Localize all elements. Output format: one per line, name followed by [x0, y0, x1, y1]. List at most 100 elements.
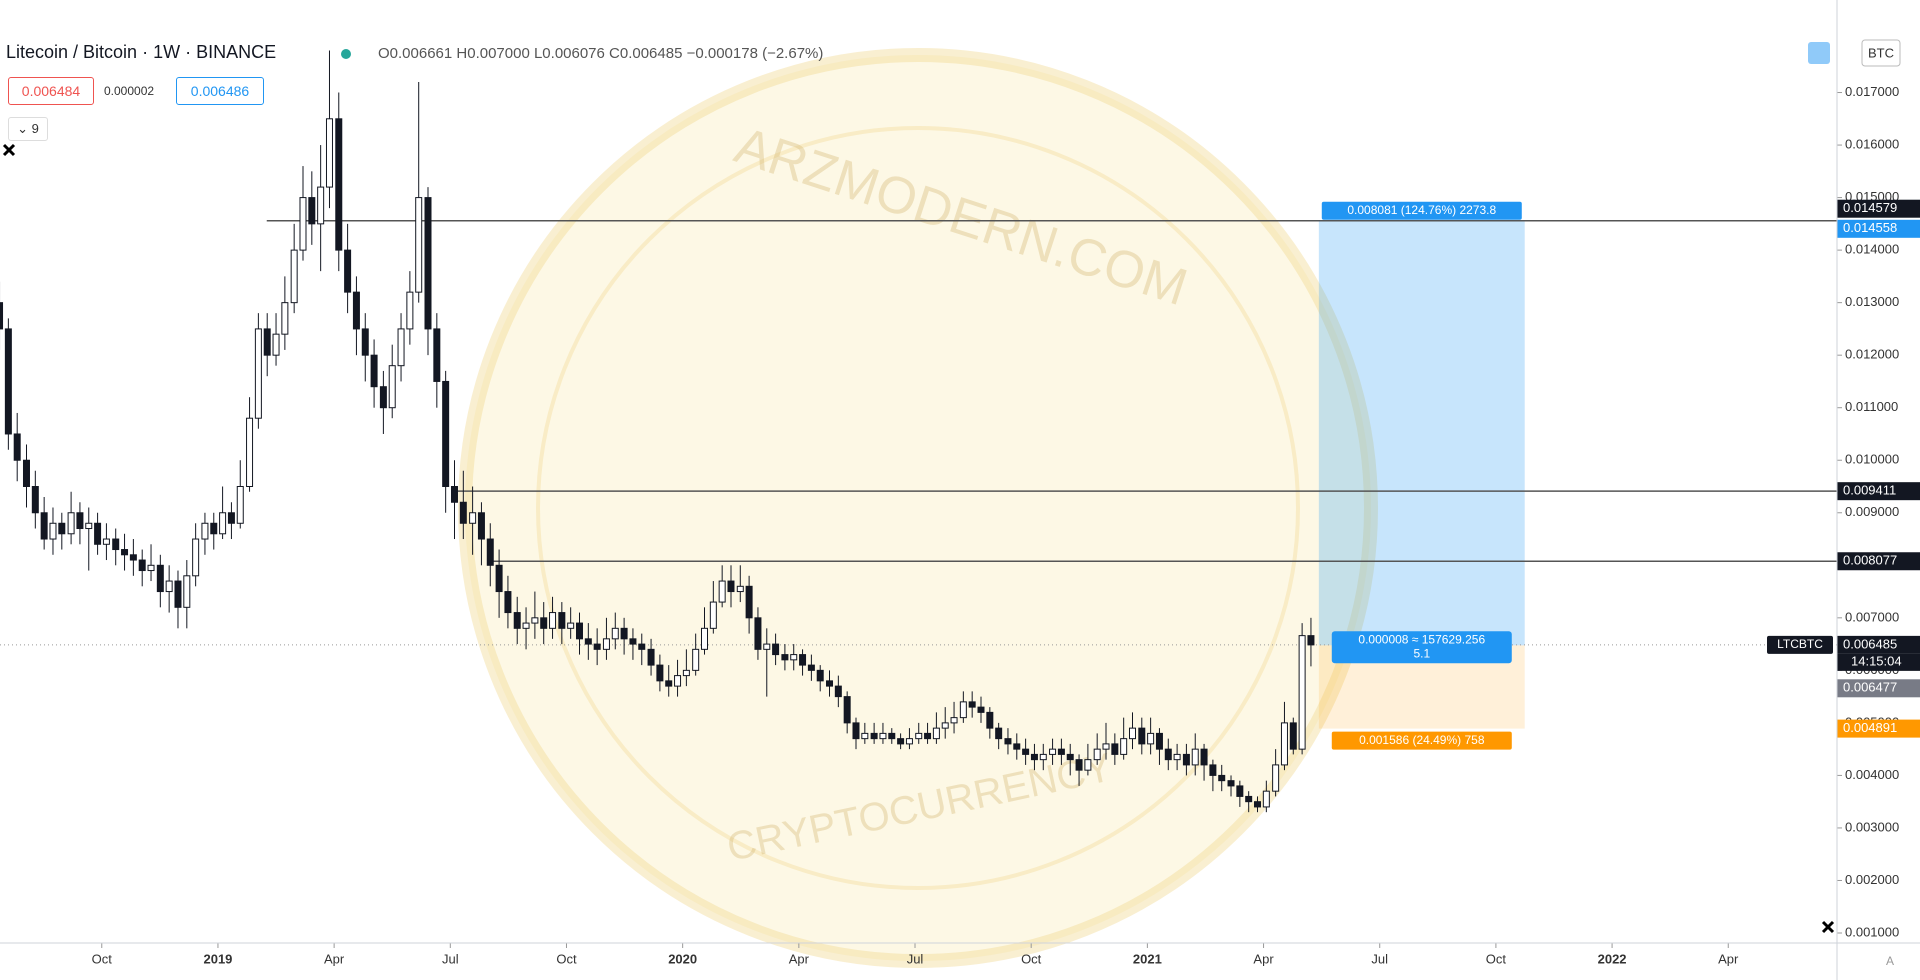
entry-label: 0.000008 ≈ 157629.256 [1358, 632, 1485, 646]
candle-body [1218, 774, 1226, 782]
candle-body [49, 522, 57, 540]
line-price-label: 0.014558 [1843, 220, 1897, 235]
x-tick-label: Jul [1371, 951, 1388, 966]
symbol-tag: LTCBTC [1777, 637, 1823, 651]
watermark-ring [536, 126, 1300, 890]
x-tick-label: Oct [92, 951, 113, 966]
candle-body [201, 522, 209, 540]
candle-body [344, 249, 352, 293]
candle-body [406, 291, 414, 330]
candle-body [370, 354, 378, 388]
candle-body [1004, 738, 1012, 745]
candle-body [227, 512, 235, 524]
candle-body [745, 585, 753, 619]
candle-body [477, 512, 485, 540]
x-tick-label: Apr [1718, 951, 1739, 966]
candle-body [584, 638, 592, 645]
candle-body [174, 580, 182, 608]
x-tick-label: Apr [324, 951, 345, 966]
candle-body [210, 522, 218, 535]
candle-body [647, 648, 655, 666]
candle-body [1200, 748, 1208, 766]
candle-body [459, 501, 467, 524]
candle-body [1066, 753, 1074, 761]
candle-body [638, 643, 646, 650]
candle-body [924, 732, 932, 740]
candle-body [1289, 722, 1297, 750]
countdown-bg [1837, 653, 1920, 671]
y-tick-label: 0.016000 [1845, 136, 1899, 151]
candle-body [254, 328, 262, 419]
candle-body [977, 706, 985, 713]
candle-body [540, 617, 548, 629]
candle-body [0, 302, 4, 330]
candle-body [1084, 759, 1092, 771]
y-tick-label: 0.010000 [1845, 452, 1899, 467]
close-icon[interactable] [2, 143, 16, 157]
candle-body [549, 612, 557, 629]
candle-body [13, 433, 21, 461]
plot-layer: 0.0010000.0020000.0030000.0040000.005000… [0, 50, 1920, 966]
target-label-bg [1321, 201, 1522, 220]
candle-body [379, 386, 387, 409]
candle-body [1272, 764, 1280, 792]
candle-body [1039, 753, 1047, 761]
y-tick-label: 0.017000 [1845, 84, 1899, 99]
candle-body [290, 249, 298, 304]
candle-body [513, 612, 521, 629]
status-dot [341, 49, 351, 59]
candle-body [1254, 801, 1262, 808]
candle-body [352, 291, 360, 330]
candle-body [1013, 743, 1021, 750]
sell-button[interactable]: 0.006484 [8, 77, 94, 105]
close-icon[interactable] [1821, 920, 1835, 934]
candle-body [602, 638, 610, 650]
candle-body [1173, 753, 1181, 761]
candle-body [611, 627, 619, 640]
candle-body [531, 617, 539, 624]
candle-body [986, 711, 994, 729]
candle-body [995, 727, 1003, 740]
candle-body [1155, 732, 1163, 750]
candle-body [31, 486, 39, 514]
candle-body [1102, 743, 1110, 750]
candle-body [852, 722, 860, 740]
candle-body [665, 680, 673, 687]
stop-label-bg [1331, 731, 1512, 750]
compare-button[interactable] [1808, 42, 1830, 64]
x-tick-label: Oct [556, 951, 577, 966]
candle-body [701, 627, 709, 650]
buy-button[interactable]: 0.006486 [176, 77, 264, 105]
candle-body [593, 643, 601, 650]
scale-mode[interactable]: A [1886, 954, 1894, 968]
candle-body [682, 669, 690, 677]
y-tick-label: 0.011000 [1845, 399, 1898, 414]
currency-button[interactable] [1861, 39, 1901, 67]
symbol-title: Litecoin / Bitcoin · 1W · BINANCE [6, 42, 277, 62]
candle-body [1049, 748, 1057, 755]
y-tick-label: 0.012000 [1845, 347, 1899, 362]
candle-body [763, 643, 771, 650]
candle-body [85, 522, 93, 530]
indicators-toggle[interactable]: ⌄ 9 [8, 117, 48, 141]
x-tick-label: Oct [1021, 951, 1042, 966]
candle-body [361, 328, 369, 356]
candle-body [147, 564, 155, 572]
candle-body [522, 622, 530, 629]
candle-body [1236, 785, 1244, 797]
candle-body [1147, 732, 1155, 745]
line-price-label: 0.009411 [1843, 483, 1896, 498]
candle-body [1182, 753, 1190, 766]
x-tick-label: 2022 [1598, 951, 1627, 966]
line-price-label: 0.008077 [1843, 553, 1897, 568]
candle-body [1111, 743, 1119, 755]
x-tick-label: 2019 [203, 951, 232, 966]
candle-body [129, 554, 137, 561]
candle-body [504, 591, 512, 614]
candle-body [575, 622, 583, 640]
candle-body [281, 302, 289, 335]
candle-body [959, 701, 967, 719]
entry-price-label: 0.006477 [1843, 680, 1897, 695]
candle-body [156, 564, 164, 593]
